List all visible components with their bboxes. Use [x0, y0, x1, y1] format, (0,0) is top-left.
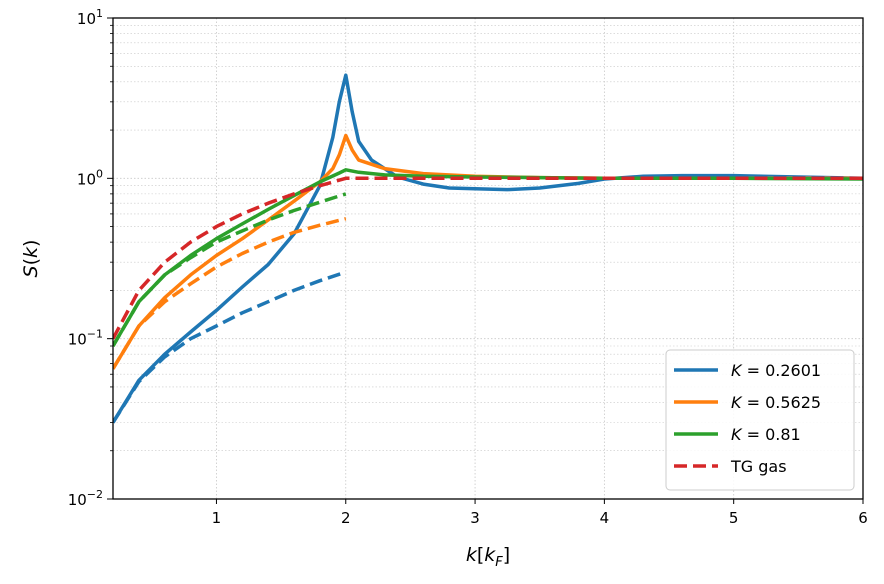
- legend-label: K = 0.81: [731, 425, 801, 444]
- series-line-6: [113, 176, 863, 340]
- x-axis-label: k[kF]: [466, 544, 510, 570]
- x-tick-label: 3: [470, 509, 480, 527]
- y-tick-label: 100: [77, 167, 103, 188]
- x-tick-label: 4: [600, 509, 610, 527]
- y-tick-label: 10−2: [68, 488, 103, 509]
- legend: K = 0.2601 K = 0.5625 K = 0.81 TG gas: [665, 349, 855, 491]
- x-tick-label: 6: [858, 509, 868, 527]
- y-tick-label: 101: [77, 7, 103, 28]
- x-tick-label: 2: [341, 509, 351, 527]
- legend-box: [665, 349, 855, 491]
- series-line-1: [113, 270, 347, 424]
- x-tick-label: 5: [729, 509, 739, 527]
- y-axis-label: S(k): [20, 240, 42, 278]
- legend-label: TG gas: [730, 457, 787, 476]
- axis-ticks: 1 2 3 4 5 6 10−2 10−1 100 101: [68, 7, 868, 527]
- y-tick-label: 10−1: [68, 328, 103, 349]
- legend-label: K = 0.5625: [731, 393, 821, 412]
- x-tick-label: 1: [212, 509, 222, 527]
- series-line-3: [113, 217, 347, 370]
- legend-label: K = 0.2601: [731, 361, 821, 380]
- plot-frame: [112, 17, 864, 500]
- series-layer: [113, 73, 863, 424]
- series-line-4: [113, 168, 863, 347]
- series-line-5: [113, 192, 347, 347]
- series-group: [113, 73, 863, 424]
